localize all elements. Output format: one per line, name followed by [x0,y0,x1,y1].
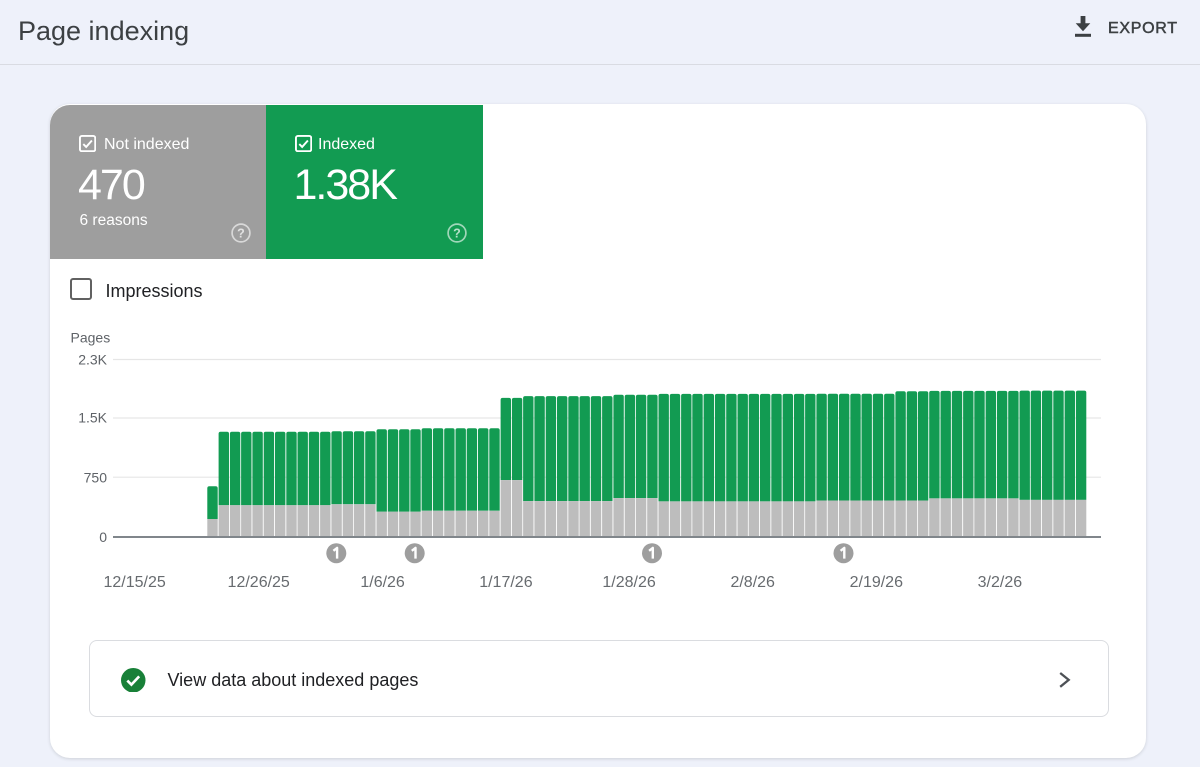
svg-text:?: ? [454,227,462,241]
svg-text:12/26/25: 12/26/25 [228,574,290,591]
svg-text:1/17/26: 1/17/26 [479,574,532,591]
svg-text:2/19/26: 2/19/26 [850,574,903,591]
svg-text:750: 750 [84,469,108,485]
svg-text:0: 0 [99,529,107,545]
svg-text:2.3K: 2.3K [78,351,107,367]
svg-text:1/28/26: 1/28/26 [602,574,655,591]
svg-text:1.5K: 1.5K [78,410,107,426]
svg-text:1/6/26: 1/6/26 [360,574,405,591]
svg-text:?: ? [237,227,245,241]
svg-text:Pages: Pages [71,330,111,346]
svg-text:12/15/25: 12/15/25 [103,574,165,591]
svg-text:2/8/26: 2/8/26 [730,574,775,591]
svg-text:3/2/26: 3/2/26 [978,574,1023,591]
